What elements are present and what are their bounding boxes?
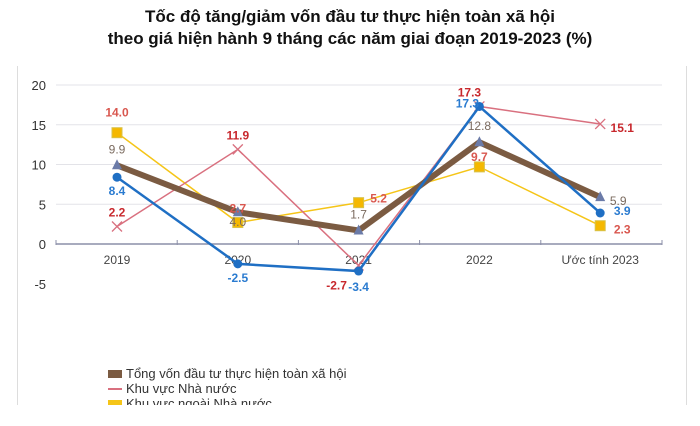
square-marker [594, 220, 606, 232]
x-tick-label: 2019 [104, 253, 131, 267]
triangle-marker [353, 224, 364, 235]
data-label: 9.7 [471, 150, 488, 164]
triangle-legend-icon [108, 369, 122, 378]
data-label: 8.4 [109, 184, 126, 198]
square-marker [473, 161, 485, 173]
x-marker [594, 118, 606, 130]
x-tick-label: Ước tính 2023 [561, 253, 639, 267]
data-label: 9.9 [109, 142, 126, 156]
chart-frame [17, 66, 687, 426]
legend-item[interactable]: Tổng vốn đầu tư thực hiện toàn xã hội [108, 366, 347, 381]
data-label: 1.7 [350, 207, 367, 221]
title-line-1: Tốc độ tăng/giảm vốn đầu tư thực hiện to… [145, 7, 555, 26]
data-label: 2.2 [109, 206, 126, 220]
data-label: 5.9 [610, 194, 627, 208]
data-label: 11.9 [226, 128, 249, 142]
triangle-marker [232, 206, 243, 217]
series-line [116, 104, 602, 273]
y-tick-label: 15 [32, 118, 46, 133]
y-tick-label: -5 [34, 277, 46, 292]
data-label: 12.8 [468, 119, 492, 133]
data-label: -2.5 [227, 271, 248, 285]
circle-marker [233, 259, 243, 269]
legend-item[interactable]: Khu vực Nhà nước [108, 381, 347, 396]
circle-marker [112, 172, 122, 182]
y-tick-label: 0 [39, 237, 46, 252]
square-marker [353, 197, 365, 209]
legend-label: Tổng vốn đầu tư thực hiện toàn xã hội [126, 366, 347, 381]
data-label: -3.4 [348, 280, 369, 294]
triangle-marker [112, 159, 122, 170]
triangle-marker [474, 136, 485, 147]
y-tick-label: 20 [32, 78, 46, 93]
data-label: 17.3 [456, 96, 480, 110]
legend-label: Khu vực Nhà nước [126, 381, 237, 396]
data-label: 2.7 [229, 202, 246, 216]
title-line-2: theo giá hiện hành 9 tháng các năm giai … [107, 29, 593, 48]
x-marker [232, 143, 244, 155]
data-label: 14.0 [105, 106, 129, 120]
circle-marker [474, 101, 484, 111]
square-marker [232, 217, 244, 229]
data-label: 15.1 [611, 121, 635, 135]
chart-title: Tốc độ tăng/giảm vốn đầu tư thực hiện to… [0, 6, 700, 50]
data-label: 3.9 [614, 204, 631, 218]
x-legend-icon [108, 387, 122, 390]
triangle-marker [595, 191, 606, 202]
circle-marker [354, 266, 364, 276]
square-legend-icon [108, 399, 122, 408]
x-marker [111, 221, 123, 232]
circle-marker [595, 208, 605, 218]
x-tick-label: 2022 [466, 253, 493, 267]
data-label: 2.3 [614, 223, 631, 237]
y-tick-label: 10 [32, 158, 46, 173]
clip-area [0, 405, 700, 426]
y-tick-label: 5 [39, 197, 46, 212]
data-label: -2.7 [326, 278, 347, 292]
data-label: 5.2 [370, 192, 387, 206]
data-label: 4.0 [229, 215, 246, 229]
data-label: 17.3 [458, 85, 482, 99]
square-marker [111, 127, 123, 139]
